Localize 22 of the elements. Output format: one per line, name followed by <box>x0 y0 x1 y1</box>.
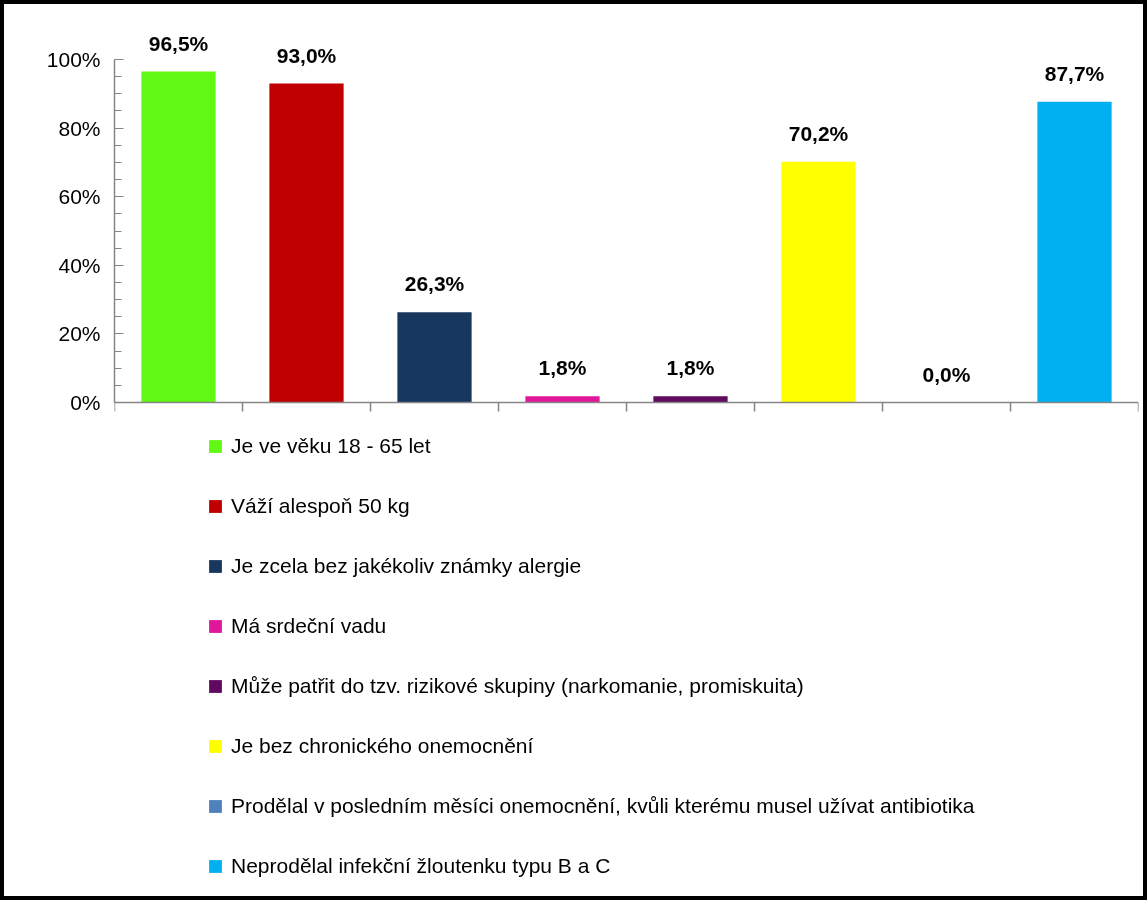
data-label: 93,0% <box>276 43 337 67</box>
y-tick-label: 40% <box>58 253 101 277</box>
data-label: 87,7% <box>1044 61 1105 85</box>
y-tick-label: 80% <box>58 116 101 140</box>
data-label: 96,5% <box>148 31 209 55</box>
y-tick-label: 20% <box>58 322 101 346</box>
legend-label: Váží alespoň 50 kg <box>231 494 410 518</box>
data-label: 1,8% <box>538 356 587 380</box>
legend-label: Prodělal v posledním měsíci onemocnění, kvůli kterému musel užívat antibiotika <box>231 794 975 818</box>
data-label: 26,3% <box>404 272 465 296</box>
legend-label: Má srdeční vadu <box>231 614 387 638</box>
y-tick-label: 100% <box>46 48 101 71</box>
legend-label: Neprodělal infekční žloutenku typu B a C <box>231 854 611 878</box>
data-label: 0,0% <box>922 362 971 386</box>
legend-label: Je zcela bez jakékoliv známky alergie <box>231 554 582 578</box>
legend-label: Je ve věku 18 - 65 let <box>231 434 431 458</box>
data-label: 1,8% <box>666 356 715 380</box>
legend-label: Je bez chronického onemocnění <box>231 734 534 758</box>
y-tick-label: 60% <box>58 185 101 209</box>
y-tick-label: 0% <box>70 391 101 414</box>
legend-label: Může patřit do tzv. rizikové skupiny (narkomanie, promiskuita) <box>231 674 804 698</box>
data-label: 70,2% <box>788 121 849 145</box>
